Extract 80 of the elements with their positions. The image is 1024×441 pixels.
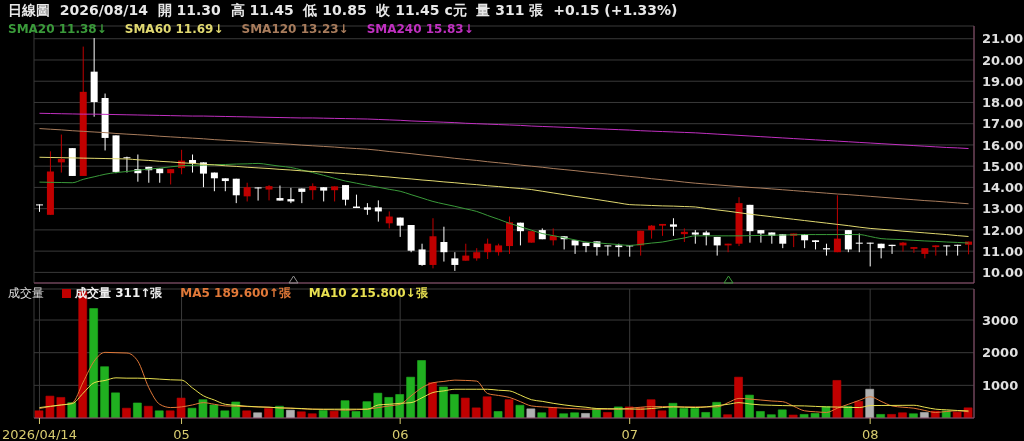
text: SMA20 11.38↓ [8,22,107,36]
bar [132,402,142,418]
candlestick [418,243,426,267]
bar [504,399,514,418]
y-tick-label: 3000 [982,312,1019,328]
candlestick [276,185,284,202]
candlestick [604,244,612,257]
bar [427,382,437,418]
bar [493,410,503,418]
bar [143,405,153,418]
y-tick-label: 16.00 [982,137,1024,153]
bar [111,392,121,418]
bar [89,308,99,418]
bar [515,404,525,418]
y-axis-title: 成交量 [8,285,44,302]
line-series [38,112,970,150]
candlestick [932,244,940,257]
bar [449,393,459,418]
candlestick [451,251,459,272]
x-tick-label: 06 [391,427,409,441]
y-tick-label: 15.00 [982,158,1024,174]
text: SMA240 15.83↓ [366,22,474,36]
bar [832,379,842,418]
bar [154,410,164,418]
y-tick-label: 11.00 [982,243,1024,259]
candlestick [877,243,885,259]
candlestick [243,182,251,202]
bar [460,397,470,418]
candlestick [36,203,43,213]
bar [788,414,798,418]
candlestick [484,238,492,260]
bar [329,410,339,418]
text: SMA60 11.69↓ [124,22,224,36]
bar [100,366,110,418]
candlestick [374,199,382,223]
y-tick-label: 12.00 [982,222,1024,238]
x-tick-label: 07 [621,427,638,441]
candlestick [123,156,131,174]
text: MA10 215.800↓張 [308,285,428,302]
bar [242,410,252,418]
y-tick-label: 21.00 [982,31,1024,47]
x-tick-label: 2026/04/14 [2,427,77,441]
chart-title: 日線圖 2026/08/14 開 11.30 高 11.45 低 10.85 收 11.45 c元 量 311 張 +0.15 (+1.33%) [8,2,678,20]
y-tick-label: 2000 [982,345,1019,361]
bar [296,411,306,418]
bar [777,409,787,418]
bar [734,376,744,418]
text: MA5 189.600↑張 [180,285,291,302]
y-tick-label: 13.00 [982,201,1024,217]
candlestick [265,184,273,201]
candlestick [232,178,240,204]
candlestick [342,184,350,206]
candlestick [440,226,448,263]
candlestick [254,186,262,202]
text: SMA120 13.23↓ [241,22,349,36]
candlestick [506,216,513,255]
y-tick-label: 1000 [982,377,1019,393]
x-tick-label: 08 [861,427,879,441]
candlestick [954,244,962,257]
candlestick [855,233,863,253]
candlestick [844,229,852,253]
line-series [38,377,970,412]
bar [438,386,448,418]
candlestick [757,229,765,244]
line-series [38,156,970,237]
y-tick-label: 10.00 [982,265,1024,280]
candlestick [866,242,874,267]
bar [264,408,274,418]
y-tick-label: 14.00 [982,180,1024,196]
candlestick [910,246,918,254]
y-tick-label: 18.00 [982,95,1024,111]
line-series [38,128,970,205]
y-tick-label: 17.00 [982,116,1024,132]
y-tick-label: 20.00 [982,52,1024,68]
candlestick [833,194,841,253]
candlestick [943,244,951,257]
y-tick-label: 19.00 [982,73,1024,89]
bar [526,408,536,418]
bar [417,360,427,418]
x-tick-label: 05 [173,427,190,441]
